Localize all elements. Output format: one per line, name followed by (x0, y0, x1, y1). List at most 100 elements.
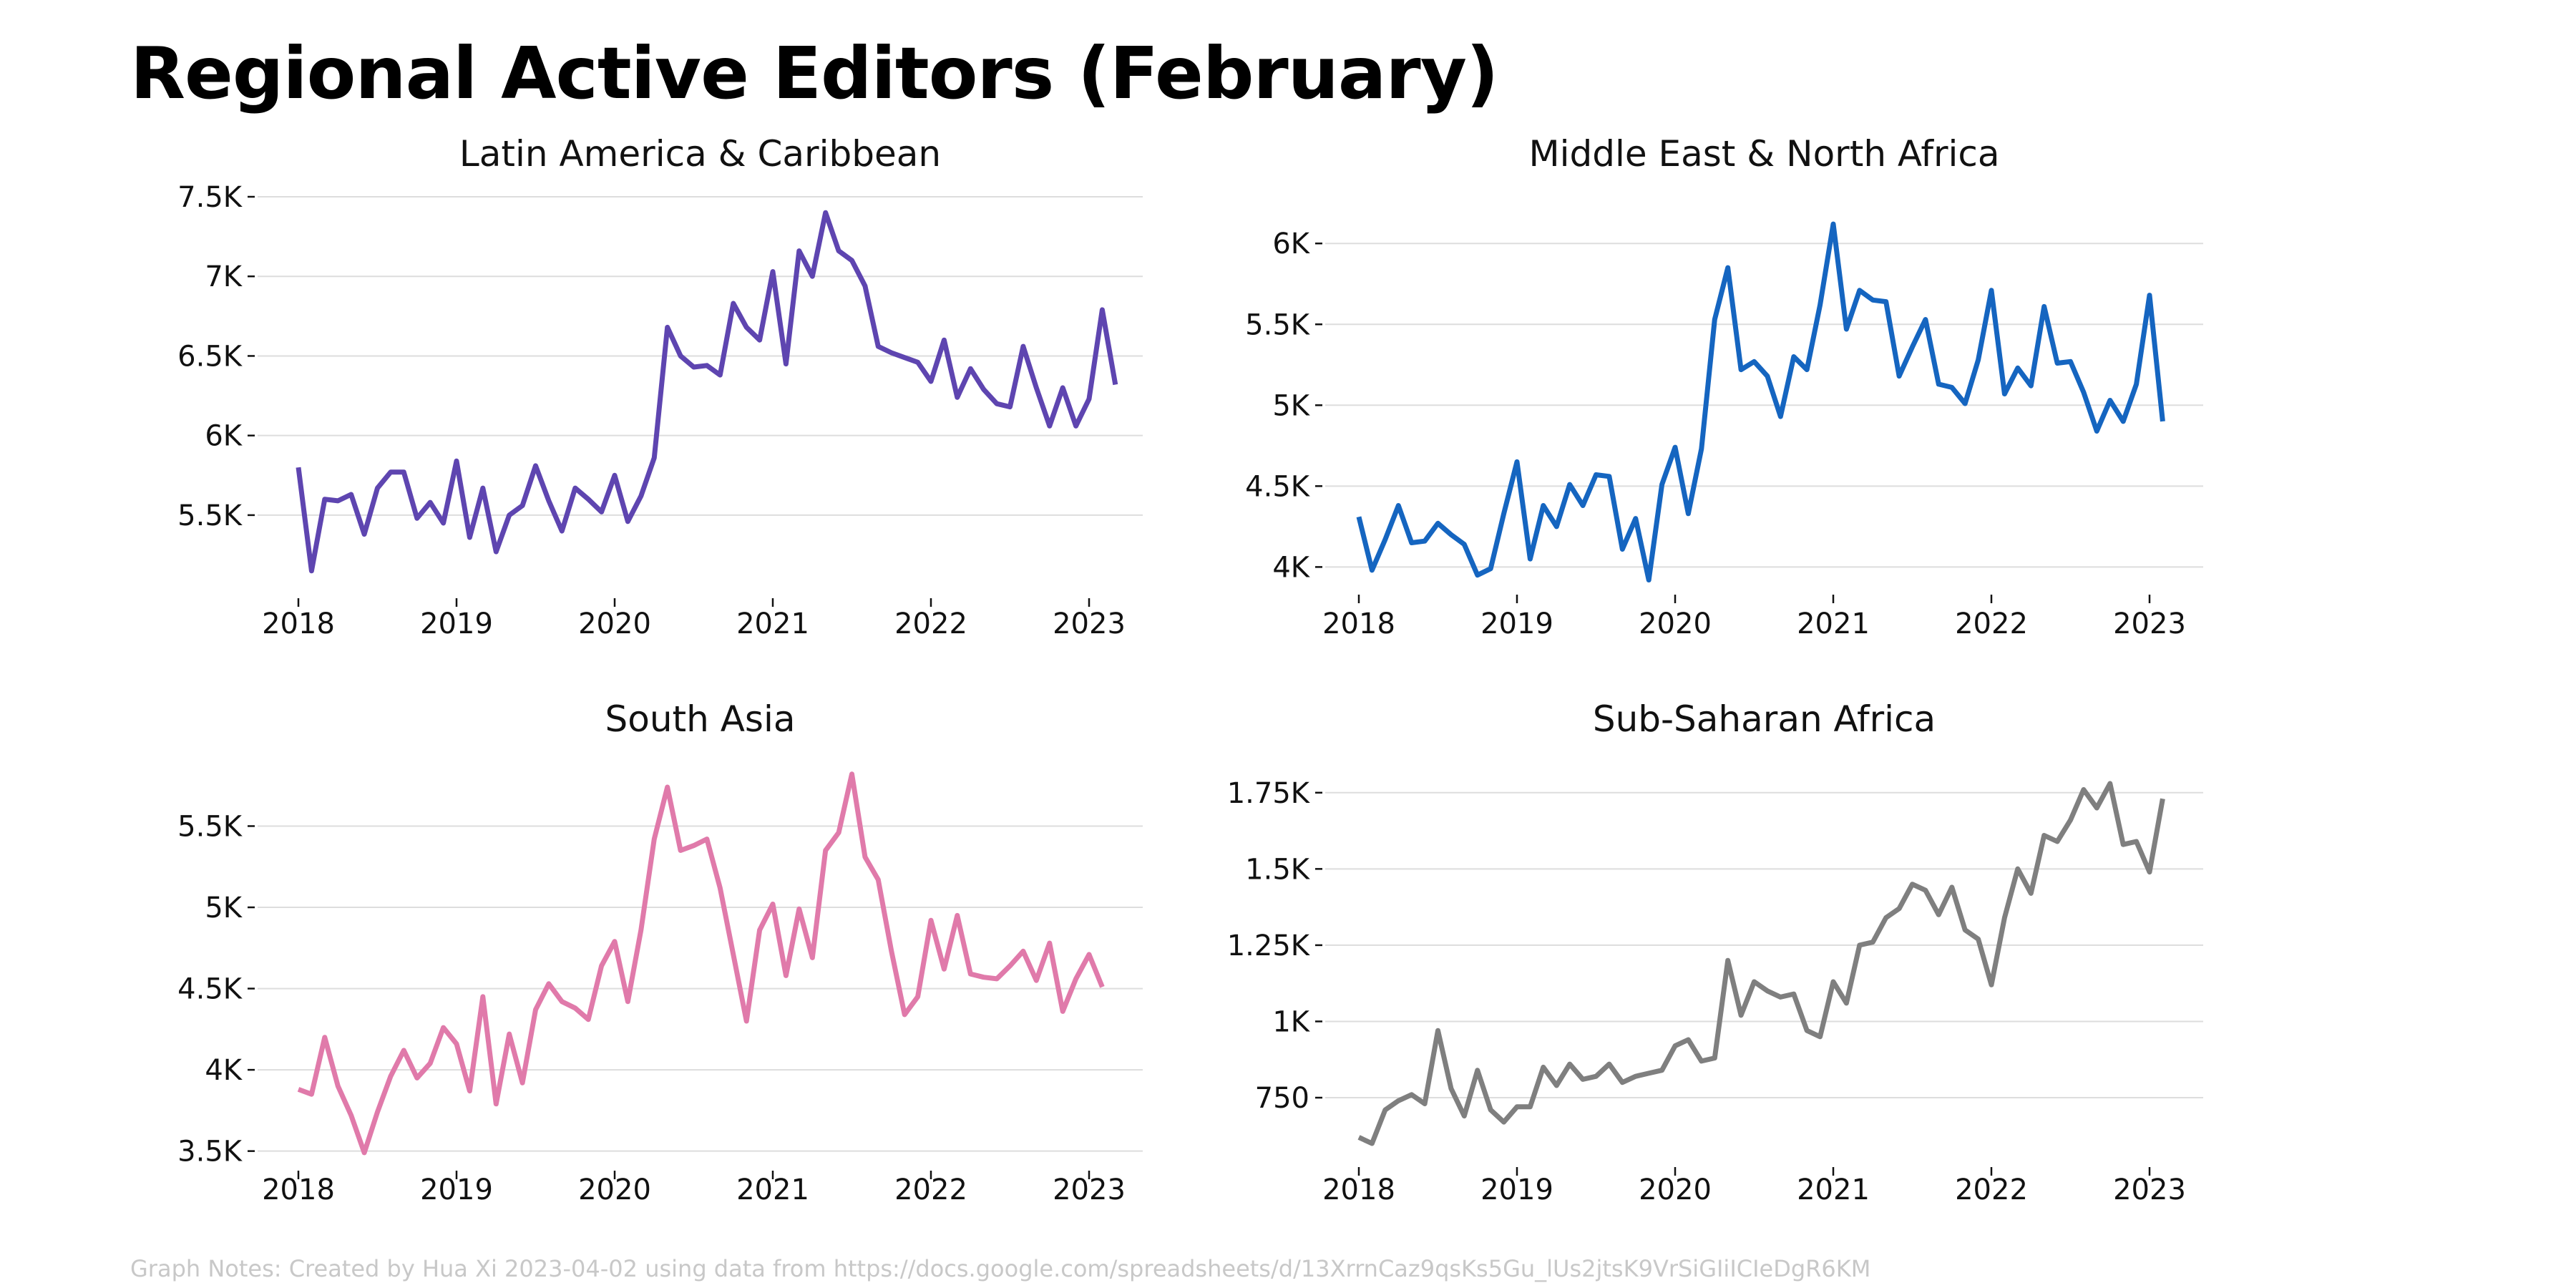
data-point (2107, 781, 2112, 786)
data-point (533, 463, 538, 468)
data-point (1087, 952, 1092, 957)
data-point (718, 885, 723, 890)
data-point (704, 836, 709, 841)
data-point (665, 325, 670, 330)
data-point (1897, 906, 1902, 911)
x-tick-label: 2022 (1955, 608, 2028, 640)
data-point (1725, 958, 1730, 963)
data-point (1765, 374, 1770, 379)
data-point (1646, 577, 1652, 582)
data-point (1976, 358, 1981, 363)
data-point (1699, 1058, 1704, 1063)
data-point (1409, 540, 1414, 545)
data-point (2055, 361, 2060, 366)
y-tick-label: 7.5K (177, 181, 243, 214)
data-point (810, 955, 815, 960)
data-point (784, 973, 789, 978)
data-point (2029, 891, 2034, 896)
x-tick-label: 2023 (1053, 608, 1126, 640)
y-tick-label: 6.5K (177, 340, 243, 373)
graph-notes: Graph Notes: Created by Hua Xi 2023-04-0… (130, 1255, 1871, 1282)
data-point (1989, 982, 1994, 987)
data-point (1488, 1108, 1493, 1113)
data-point (1857, 942, 1862, 947)
data-point (2160, 419, 2165, 424)
data-point (1963, 401, 1968, 406)
data-point (1034, 385, 1039, 390)
data-point (625, 519, 630, 524)
data-point (1752, 980, 1757, 985)
y-tick-label: 4K (205, 1054, 243, 1087)
data-point (1060, 1009, 1065, 1014)
data-point (2134, 381, 2139, 386)
data-point (731, 301, 736, 306)
data-point (955, 395, 960, 400)
data-point (1423, 1101, 1428, 1106)
data-point (296, 1087, 301, 1092)
data-point (1844, 327, 1849, 332)
data-point (1020, 949, 1025, 954)
data-point (375, 486, 380, 491)
data-point (533, 1008, 538, 1013)
data-point (1501, 1120, 1506, 1125)
data-point (942, 338, 947, 343)
data-point (665, 785, 670, 790)
data-point (2134, 839, 2139, 844)
data-point (1620, 547, 1625, 552)
data-point (401, 1048, 406, 1053)
data-point (1936, 912, 1941, 917)
y-tick-label: 5.5K (177, 499, 243, 532)
data-point (1923, 888, 1928, 893)
data-point (1686, 511, 1691, 516)
data-point (1883, 915, 1888, 920)
data-point (599, 509, 604, 514)
data-point (1423, 539, 1428, 544)
y-tick-label: 7K (205, 260, 243, 293)
data-point (718, 373, 723, 378)
data-point (1087, 396, 1092, 401)
data-point (507, 512, 512, 517)
data-point (520, 503, 525, 508)
data-point (2121, 842, 2126, 847)
data-point (1435, 521, 1440, 526)
data-point (902, 1012, 907, 1017)
data-point (1357, 514, 1362, 519)
chart-panel: Sub-Saharan Africa 750 1K 1.25K 1.5K 1.75K 201… (1227, 698, 2203, 1206)
data-point (1475, 572, 1480, 577)
data-point (1633, 516, 1638, 521)
data-point (2055, 839, 2060, 844)
y-tick-label: 4K (1272, 551, 1310, 584)
data-point (1409, 1092, 1414, 1097)
data-point (1752, 359, 1757, 364)
data-point (1673, 445, 1678, 450)
data-point (678, 848, 683, 853)
data-point (1712, 317, 1717, 322)
data-point (599, 963, 604, 968)
data-point (744, 325, 749, 330)
y-tick-label: 750 (1255, 1082, 1309, 1115)
chart-title: Regional Active Editors (February) (130, 31, 1499, 115)
data-point (1791, 354, 1796, 359)
data-point (1541, 503, 1546, 508)
data-point (388, 1074, 393, 1079)
data-point (981, 975, 986, 980)
data-point (480, 486, 485, 491)
data-point (1831, 222, 1836, 227)
data-point (915, 994, 920, 999)
data-point (322, 1035, 327, 1040)
y-tick-label: 5.5K (1245, 308, 1311, 341)
data-point (1791, 992, 1796, 997)
data-point (1949, 884, 1954, 889)
chart-panel: Middle East & North Africa 4K 4.5K 5K 5.5K 6K… (1245, 133, 2203, 640)
data-point (296, 465, 301, 470)
y-tick-label: 3.5K (177, 1136, 243, 1169)
data-point (1818, 1034, 1823, 1039)
data-point (546, 981, 551, 986)
y-tick-label: 4.5K (1245, 470, 1311, 503)
data-point (1606, 1062, 1611, 1067)
data-point (2002, 391, 2007, 396)
x-tick-label: 2018 (1322, 608, 1395, 640)
panel-title: Sub-Saharan Africa (1593, 698, 1936, 740)
data-point (572, 1005, 577, 1010)
data-point (1844, 1000, 1849, 1005)
